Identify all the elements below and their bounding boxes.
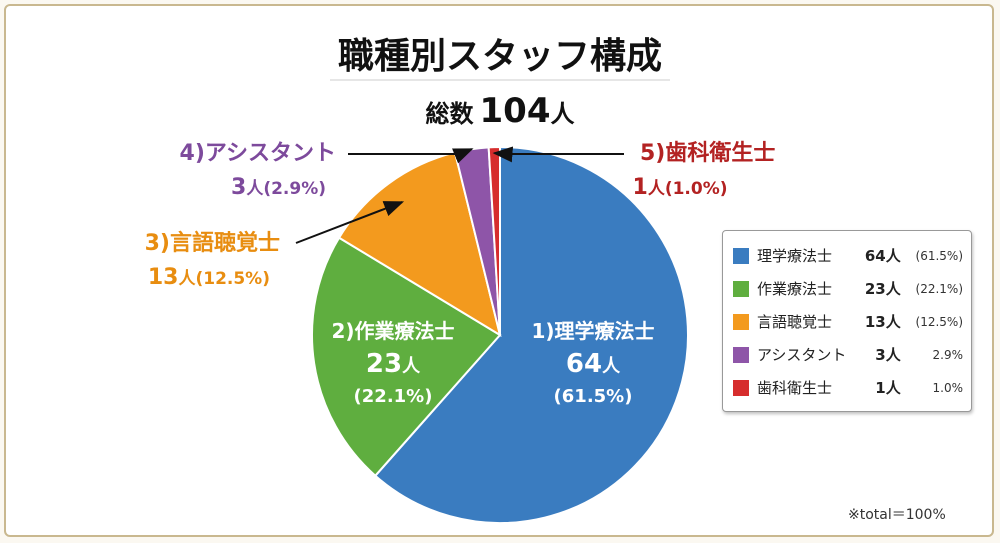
legend-percent: (61.5%) [915, 248, 963, 263]
legend-percent: (22.1%) [915, 281, 963, 296]
legend-label: 作業療法士 [757, 280, 833, 298]
legend-swatch [733, 346, 749, 363]
legend-label: 理学療法士 [757, 247, 833, 265]
pie-slice-ot [310, 236, 502, 478]
callout-arrows [295, 146, 624, 244]
legend-percent: (12.5%) [915, 314, 963, 329]
slice-label-name-pt: 1)理学療法士 [531, 319, 654, 343]
slice-label-name-dh: 5)歯科衛生士 [640, 140, 775, 166]
slice-label-name-ot: 2)作業療法士 [331, 319, 454, 343]
legend-item-pt: 理学療法士 64人 (61.5%) [733, 239, 963, 272]
legend-count: 64人 [864, 247, 901, 265]
legend-label: アシスタント [757, 346, 847, 364]
arrow-assistant [348, 148, 474, 164]
legend-item-dh: 歯科衛生士 1人 1.0% [733, 371, 963, 404]
legend-swatch [733, 247, 749, 264]
slice-label-count-assistant: 3人(2.9%) [231, 175, 326, 200]
legend-swatch [733, 313, 749, 330]
legend-swatch [733, 379, 749, 396]
legend-swatch [733, 280, 749, 297]
slice-labels: 1)理学療法士 64人 (61.5%) 2)作業療法士 23人 (22.1%) 3)言語聴覚… [145, 140, 776, 407]
pie-slice-st [337, 151, 502, 338]
legend-count: 3人 [875, 346, 901, 364]
legend-count: 13人 [864, 313, 901, 331]
slice-label-count-dh: 1人(1.0%) [633, 175, 728, 200]
slice-label-count-st: 13人(12.5%) [148, 265, 270, 290]
footnote: ※total＝100% [848, 507, 946, 523]
slice-label-name-st: 3)言語聴覚士 [145, 230, 280, 256]
slice-label-count-pt: 64人 [566, 349, 621, 379]
legend-item-st: 言語聴覚士 13人 (12.5%) [733, 305, 963, 338]
legend-percent: 1.0% [932, 380, 964, 395]
pie-slice-pt [373, 145, 689, 524]
slice-label-percent-ot: (22.1%) [354, 386, 433, 407]
legend-percent: 2.9% [932, 347, 964, 362]
legend-label: 歯科衛生士 [757, 379, 833, 397]
arrow-dh [492, 146, 624, 163]
legend: 理学療法士 64人 (61.5%) 作業療法士 23人 (22.1%) 言語聴覚士 13人 (1… [722, 230, 972, 412]
legend-item-ot: 作業療法士 23人 (22.1%) [733, 272, 963, 305]
legend-label: 言語聴覚士 [757, 313, 833, 331]
chart-title: 職種別スタッフ構成 [338, 36, 662, 77]
slice-label-name-assistant: 4)アシスタント [180, 141, 336, 166]
pie-slices [310, 145, 689, 524]
arrow-st [295, 201, 405, 244]
legend-count: 1人 [875, 379, 901, 397]
chart-subtitle: 総数 104人 [426, 91, 575, 131]
legend-item-assistant: アシスタント 3人 2.9% [733, 338, 963, 371]
slice-label-count-ot: 23人 [366, 349, 421, 379]
slice-label-percent-pt: (61.5%) [554, 386, 633, 407]
legend-count: 23人 [864, 280, 901, 298]
